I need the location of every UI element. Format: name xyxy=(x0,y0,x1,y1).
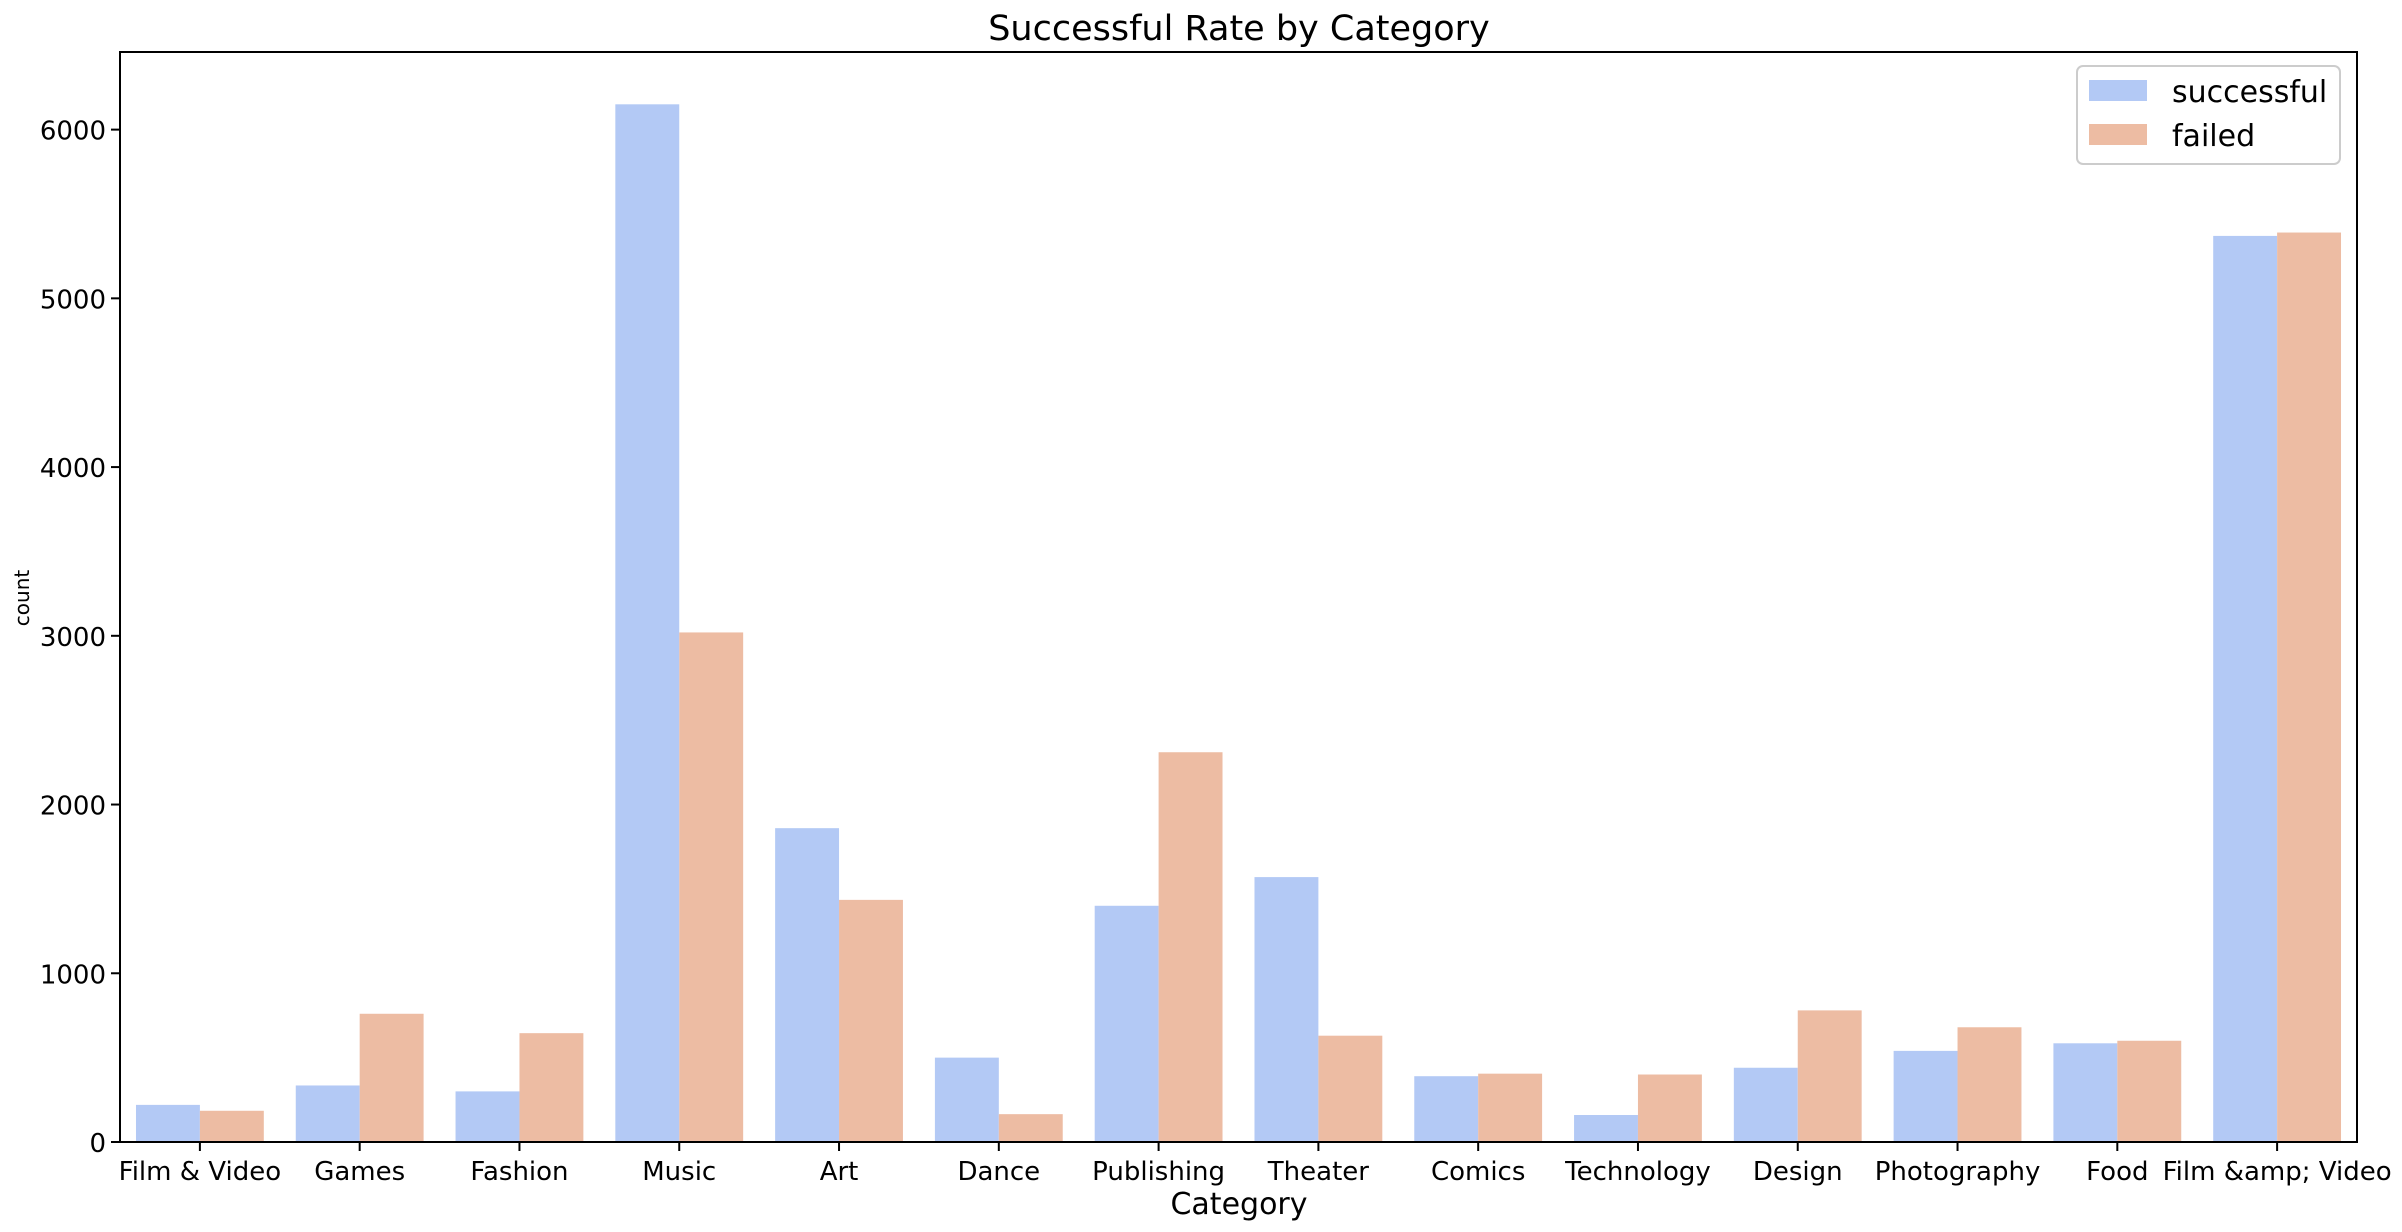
x-tick-label: Fashion xyxy=(470,1157,568,1187)
bar-failed-music xyxy=(679,632,744,1142)
bar-failed-food xyxy=(2117,1040,2182,1142)
bar-failed-fashion xyxy=(519,1033,584,1142)
y-tick-label: 6000 xyxy=(40,117,106,147)
bar-failed-technology xyxy=(1637,1074,1702,1142)
y-axis: 0 1000 2000 3000 4000 5000 6000 xyxy=(40,117,120,1159)
bar-failed-publishing xyxy=(1158,752,1223,1142)
x-tick-label: Art xyxy=(820,1157,859,1187)
bar-successful-film-amp-video xyxy=(2213,235,2278,1143)
bar-failed-dance xyxy=(998,1114,1063,1142)
bar-failed-comics xyxy=(1478,1073,1543,1142)
bar-successful-technology xyxy=(1574,1115,1638,1142)
bar-failed-theater xyxy=(1318,1035,1383,1142)
x-axis: Film & Video Games Fashion Music Art Dance Pub… xyxy=(119,1142,2392,1187)
legend-swatch-failed xyxy=(2089,124,2147,145)
x-tick-label: Design xyxy=(1753,1157,1843,1187)
bar-successful-food xyxy=(2053,1043,2118,1142)
bar-successful-publishing xyxy=(1094,905,1159,1142)
legend-label-failed: failed xyxy=(2172,119,2255,154)
bar-successful-music xyxy=(615,104,680,1142)
bar-successful-dance xyxy=(934,1057,999,1142)
bar-successful-photography xyxy=(1893,1050,1958,1142)
bar-successful-comics xyxy=(1414,1076,1479,1142)
plot-frame xyxy=(119,51,2358,1143)
x-tick-label: Music xyxy=(642,1157,716,1187)
y-tick-label: 5000 xyxy=(40,285,106,315)
bar-successful-fashion xyxy=(455,1091,520,1142)
x-tick-label: Technology xyxy=(1564,1157,1711,1187)
y-tick-label: 4000 xyxy=(40,454,106,484)
bar-successful-design xyxy=(1733,1067,1798,1142)
x-tick-label: Food xyxy=(2086,1157,2148,1187)
x-tick-label: Photography xyxy=(1875,1157,2041,1187)
bar-successful-games xyxy=(295,1085,360,1142)
bar-failed-film-video xyxy=(199,1110,264,1142)
x-tick-label: Film &amp; Video xyxy=(2163,1157,2392,1187)
bar-successful-theater xyxy=(1254,877,1319,1142)
bar-failed-film-amp-video xyxy=(2277,232,2342,1142)
x-tick-label: Comics xyxy=(1431,1157,1525,1187)
x-tick-label: Publishing xyxy=(1092,1157,1225,1187)
bars-group xyxy=(135,104,2342,1143)
bar-failed-art xyxy=(839,899,903,1142)
legend-label-successful: successful xyxy=(2172,75,2327,110)
y-tick-label: 2000 xyxy=(40,792,106,822)
bar-successful-film-video xyxy=(135,1104,200,1142)
x-tick-label: Theater xyxy=(1267,1157,1369,1187)
x-axis-label: Category xyxy=(1170,1187,1307,1222)
y-tick-label: 1000 xyxy=(40,960,106,990)
y-axis-label: count xyxy=(10,570,34,627)
y-tick-label: 3000 xyxy=(40,623,106,653)
chart-title: Successful Rate by Category xyxy=(988,9,1490,49)
bar-successful-art xyxy=(775,828,840,1142)
bar-failed-design xyxy=(1797,1010,1862,1142)
legend-swatch-successful xyxy=(2089,80,2147,101)
x-tick-label: Film & Video xyxy=(119,1157,282,1187)
bar-failed-photography xyxy=(1957,1027,2022,1142)
y-tick-label: 0 xyxy=(89,1129,106,1159)
x-tick-label: Dance xyxy=(957,1157,1040,1187)
bar-failed-games xyxy=(359,1013,424,1142)
legend: successful failed xyxy=(2076,65,2341,165)
x-tick-label: Games xyxy=(314,1157,405,1187)
